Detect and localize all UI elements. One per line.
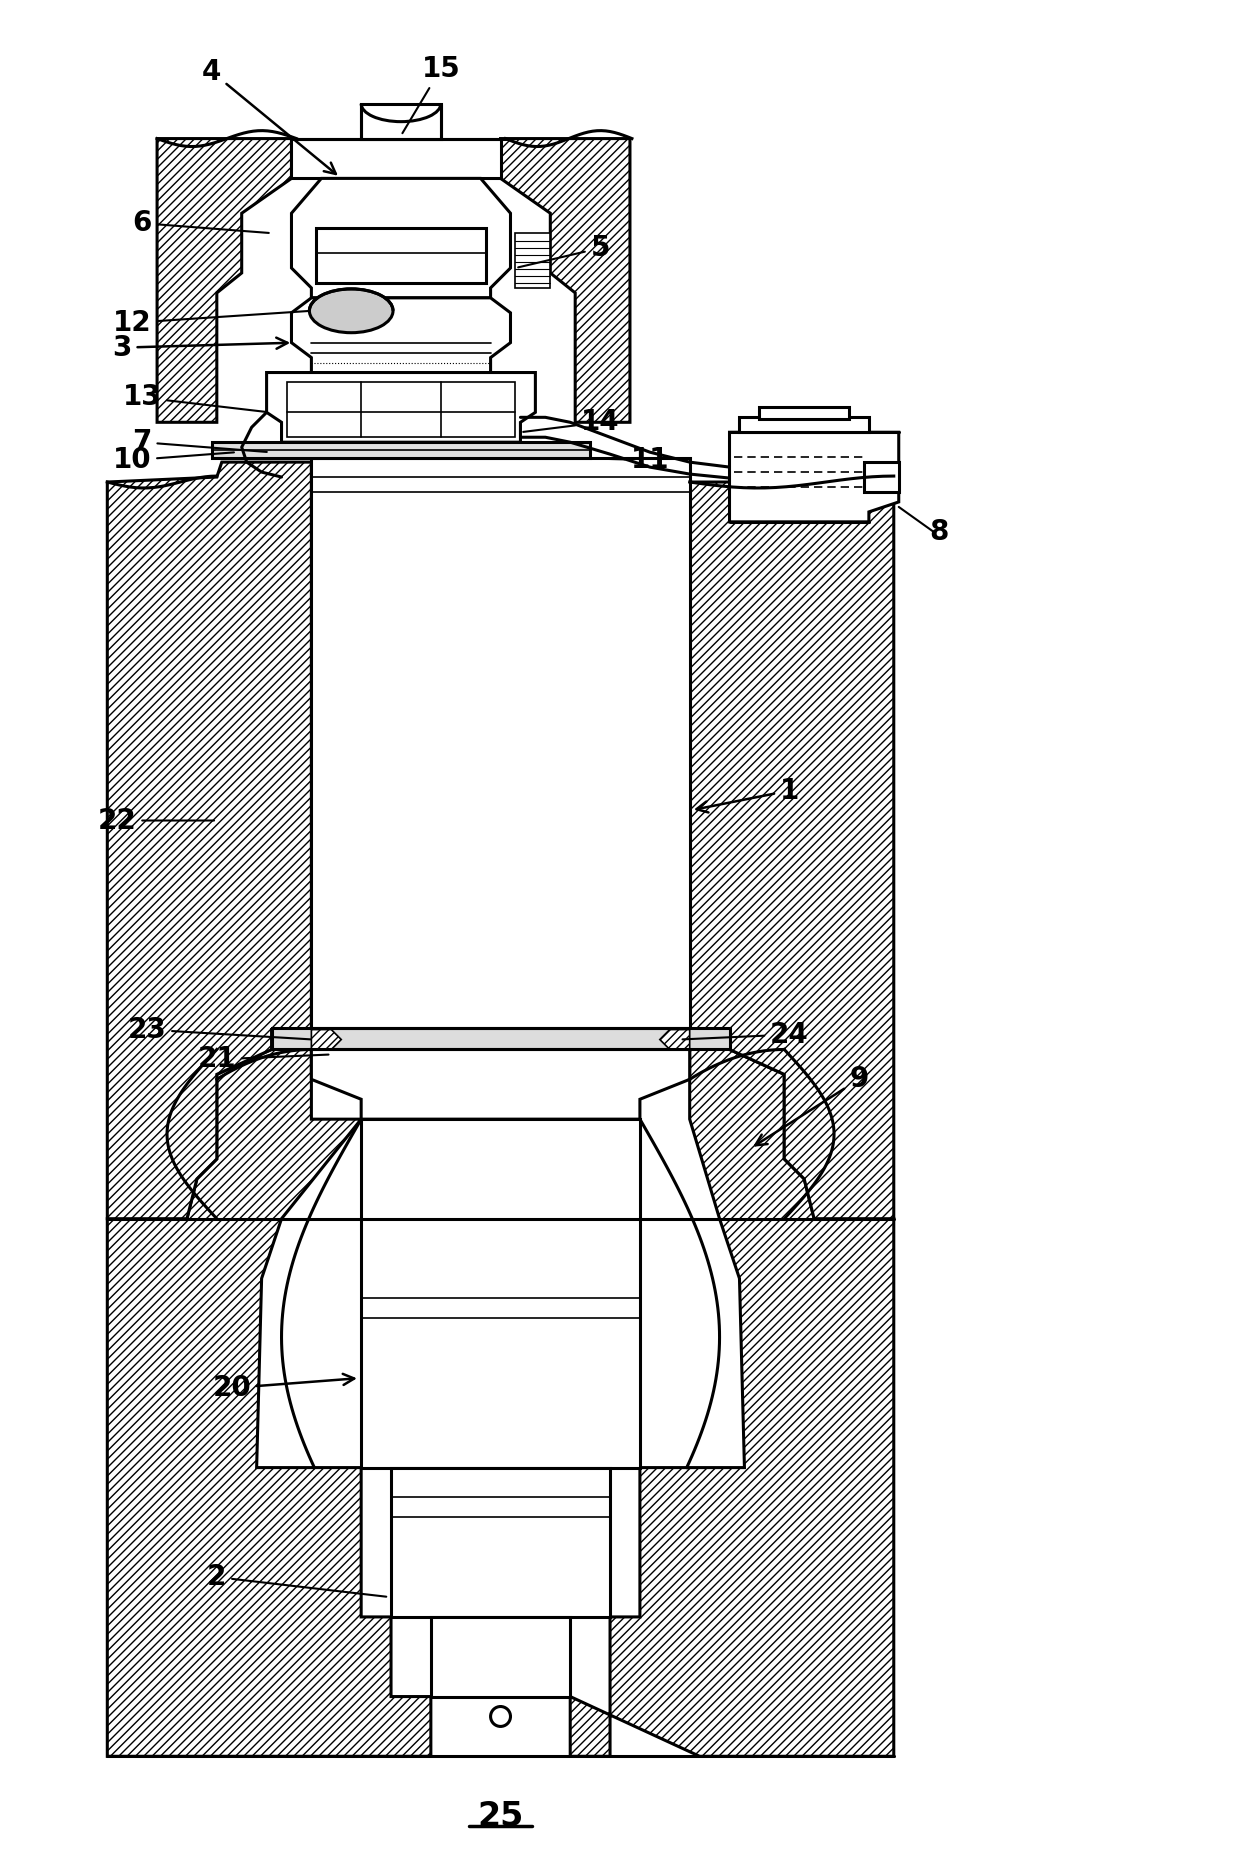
Polygon shape — [108, 463, 311, 1219]
Polygon shape — [286, 383, 516, 437]
Polygon shape — [108, 1049, 430, 1757]
Text: 2: 2 — [207, 1563, 387, 1596]
Circle shape — [491, 1706, 511, 1727]
Text: 22: 22 — [98, 807, 215, 835]
Text: 5: 5 — [518, 233, 610, 267]
Text: 24: 24 — [682, 1021, 808, 1049]
Text: 3: 3 — [113, 334, 288, 362]
Polygon shape — [361, 1118, 640, 1467]
Text: 13: 13 — [123, 383, 267, 413]
Text: 12: 12 — [113, 308, 309, 336]
Polygon shape — [739, 418, 869, 433]
Text: 20: 20 — [212, 1374, 355, 1402]
Polygon shape — [212, 442, 590, 457]
Polygon shape — [311, 1049, 689, 1118]
Text: 23: 23 — [128, 1016, 310, 1044]
Text: 11: 11 — [583, 446, 670, 474]
Polygon shape — [361, 105, 440, 138]
Polygon shape — [501, 138, 630, 422]
Polygon shape — [291, 299, 511, 373]
Text: 14: 14 — [523, 409, 620, 437]
Text: 21: 21 — [197, 1046, 329, 1074]
Text: 9: 9 — [755, 1066, 868, 1144]
Polygon shape — [689, 482, 894, 1219]
Polygon shape — [316, 228, 486, 284]
Text: 10: 10 — [113, 446, 234, 474]
Text: 4: 4 — [202, 58, 336, 174]
Polygon shape — [311, 457, 689, 1031]
Polygon shape — [516, 233, 551, 288]
Polygon shape — [660, 1029, 689, 1049]
Polygon shape — [759, 407, 849, 420]
Polygon shape — [570, 1049, 894, 1757]
Polygon shape — [291, 138, 501, 179]
Polygon shape — [272, 1027, 729, 1049]
Text: 7: 7 — [133, 428, 267, 456]
Polygon shape — [157, 138, 291, 422]
Polygon shape — [729, 433, 899, 523]
Polygon shape — [311, 1029, 341, 1049]
Text: 1: 1 — [697, 777, 799, 812]
Polygon shape — [864, 463, 899, 493]
Polygon shape — [291, 179, 511, 299]
Text: 8: 8 — [929, 517, 949, 545]
Text: 25: 25 — [477, 1800, 523, 1833]
Text: 15: 15 — [403, 54, 460, 133]
Polygon shape — [430, 1617, 570, 1697]
Ellipse shape — [310, 289, 393, 332]
Polygon shape — [267, 373, 536, 442]
Polygon shape — [391, 1467, 610, 1617]
Text: 6: 6 — [133, 209, 269, 237]
